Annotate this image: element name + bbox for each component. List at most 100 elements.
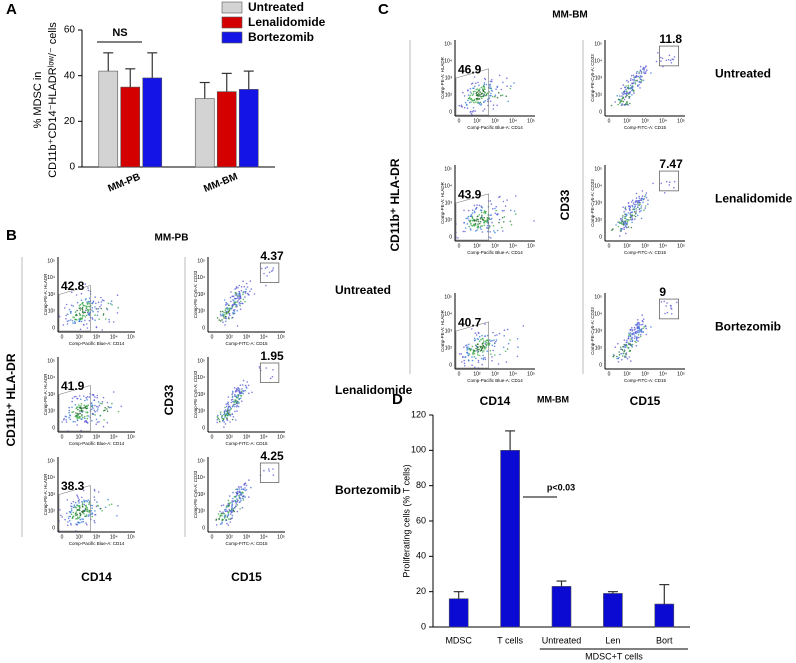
event-dot: [224, 315, 227, 318]
event-dot: [466, 104, 468, 106]
event-dot: [639, 203, 641, 205]
y-tick-label: 120: [411, 409, 426, 419]
event-dot: [468, 353, 471, 355]
event-dot: [244, 291, 246, 293]
event-dot: [86, 510, 89, 513]
plot-tick-label: 10⁴: [509, 371, 517, 377]
event-dot: [86, 301, 88, 303]
event-dot: [220, 512, 223, 515]
event-dot: [222, 511, 224, 513]
event-dot: [91, 406, 93, 408]
event-dot: [227, 309, 229, 311]
event-dot: [638, 336, 640, 339]
event-dot: [632, 202, 635, 204]
plot-tick-label: 10⁵: [527, 371, 535, 377]
event-dot: [635, 339, 638, 342]
event-dot: [634, 331, 637, 334]
event-dot: [665, 59, 668, 62]
event-dot: [625, 356, 627, 358]
event-dot: [468, 225, 471, 228]
plot-tick-label: 10⁴: [594, 311, 602, 317]
event-dot: [258, 366, 261, 368]
event-dot: [91, 504, 94, 507]
event-dot: [272, 474, 275, 476]
event-dot: [222, 313, 224, 316]
event-dot: [627, 337, 630, 340]
plot-tick-label: 10²: [623, 118, 631, 124]
event-dot: [471, 359, 474, 362]
event-dot: [236, 310, 238, 312]
event-dot: [630, 219, 633, 221]
event-dot: [227, 312, 229, 314]
event-dot: [88, 305, 91, 308]
event-dot: [476, 352, 479, 354]
event-dot: [629, 102, 631, 105]
event-dot: [238, 291, 241, 294]
plot-tick-label: 10⁵: [527, 243, 535, 249]
event-dot: [102, 313, 105, 315]
plot-tick-label: 10²: [48, 309, 56, 315]
event-dot: [489, 214, 491, 216]
event-dot: [673, 186, 675, 189]
event-dot: [637, 340, 639, 342]
event-dot: [616, 95, 618, 97]
event-dot: [227, 524, 230, 526]
event-dot: [619, 235, 621, 237]
event-dot: [496, 85, 499, 88]
event-dot: [87, 404, 90, 407]
event-dot: [239, 297, 242, 300]
event-dot: [629, 91, 632, 93]
event-dot: [242, 392, 244, 395]
event-dot: [84, 417, 86, 420]
event-dot: [219, 413, 222, 416]
event-dot: [629, 215, 632, 217]
event-dot: [272, 269, 274, 271]
event-dot: [641, 75, 643, 78]
event-dot: [481, 214, 483, 217]
event-dot: [226, 417, 228, 419]
event-dot: [74, 421, 76, 423]
event-dot: [483, 91, 486, 93]
event-dot: [474, 219, 476, 221]
plot-tick-label: 10⁴: [260, 334, 268, 340]
event-dot: [663, 300, 665, 303]
event-dot: [76, 517, 78, 520]
event-dot: [250, 288, 253, 290]
event-dot: [88, 319, 91, 322]
event-dot: [234, 288, 236, 290]
event-dot: [469, 94, 472, 97]
event-dot: [93, 409, 96, 412]
event-dot: [507, 100, 509, 103]
event-dot: [272, 267, 275, 269]
event-dot: [504, 350, 507, 353]
event-dot: [85, 506, 88, 508]
event-dot: [79, 314, 81, 316]
event-dot: [618, 221, 621, 223]
bar: [98, 70, 119, 168]
event-dot: [227, 408, 229, 410]
event-dot: [633, 214, 636, 217]
plot-axis-text: Comp-PE-Cy5-A: CD33: [590, 179, 595, 227]
event-dot: [91, 419, 93, 422]
plot-axis-text: Comp-Pacific Blue-A: CD14: [69, 541, 125, 546]
event-dot: [495, 88, 497, 90]
event-dot: [232, 392, 234, 394]
event-dot: [473, 337, 476, 340]
event-dot: [79, 412, 81, 415]
event-dot: [633, 78, 635, 80]
event-dot: [642, 66, 645, 69]
gate-value: 7.47: [659, 157, 683, 171]
event-dot: [236, 494, 238, 496]
event-dot: [236, 504, 239, 506]
event-dot: [90, 408, 93, 411]
event-dot: [471, 209, 474, 211]
event-dot: [266, 275, 268, 277]
event-dot: [625, 232, 627, 235]
event-dot: [626, 79, 628, 82]
event-dot: [481, 95, 483, 98]
event-dot: [660, 56, 662, 59]
event-dot: [78, 395, 81, 397]
event-dot: [79, 522, 81, 524]
event-dot: [473, 356, 476, 358]
event-dot: [120, 405, 123, 408]
